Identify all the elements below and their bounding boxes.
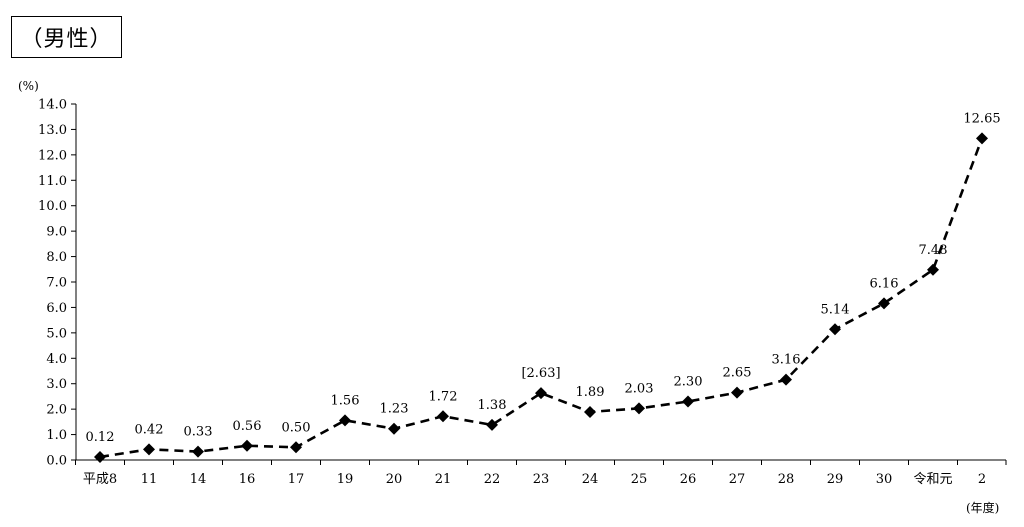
- data-value-label: 3.16: [772, 353, 801, 368]
- y-tick-label: 4.0: [46, 352, 67, 367]
- y-tick-label: 13.0: [38, 123, 67, 138]
- x-axis-unit-label: (年度): [966, 500, 999, 515]
- chart-title: （男性）: [11, 16, 122, 58]
- x-tick-label: 24: [582, 472, 599, 487]
- y-tick-label: 6.0: [46, 301, 67, 316]
- data-point-marker: [878, 297, 890, 310]
- data-value-label: 1.72: [429, 389, 458, 404]
- data-point-marker: [437, 410, 449, 423]
- data-value-label: 1.23: [380, 402, 409, 417]
- x-tick-label: 17: [288, 472, 305, 487]
- x-tick-label: 平成8: [83, 472, 117, 487]
- x-tick-label: 19: [337, 472, 354, 487]
- y-tick-label: 9.0: [46, 225, 67, 240]
- data-point-marker: [682, 395, 694, 408]
- y-tick-label: 3.0: [46, 377, 67, 392]
- data-value-label: 0.56: [233, 419, 262, 434]
- y-tick-label: 12.0: [38, 148, 67, 163]
- y-tick-label: 0.0: [46, 454, 67, 469]
- data-value-label: 5.14: [821, 302, 850, 317]
- data-point-marker: [143, 443, 155, 456]
- x-tick-label: 16: [239, 472, 256, 487]
- x-tick-label: 20: [386, 472, 403, 487]
- series-line-group: [99, 137, 984, 459]
- y-tick-label: 8.0: [46, 250, 67, 265]
- data-value-label: 2.65: [723, 366, 752, 381]
- y-tick-label: 7.0: [46, 276, 67, 291]
- data-point-marker: [633, 402, 645, 415]
- y-axis-unit-label: (%): [18, 79, 39, 93]
- data-point-marker: [241, 439, 253, 452]
- data-point-marker: [927, 263, 939, 276]
- data-value-label: 2.03: [625, 381, 654, 396]
- x-tick-label: 28: [778, 472, 795, 487]
- series-line: [99, 137, 984, 459]
- y-tick-label: 2.0: [46, 403, 67, 418]
- x-tick-label: 25: [631, 472, 648, 487]
- data-value-label: 2.30: [674, 375, 703, 390]
- data-point-marker: [388, 422, 400, 435]
- data-point-marker: [339, 414, 351, 427]
- y-tick-label: 10.0: [38, 199, 67, 214]
- data-value-label: 0.33: [184, 425, 213, 440]
- data-point-marker: [535, 387, 547, 400]
- data-value-label: 7.48: [919, 243, 948, 258]
- data-value-label: 1.56: [331, 393, 360, 408]
- data-value-label: [2.63]: [521, 366, 560, 381]
- data-value-label: 12.65: [963, 111, 1000, 126]
- x-tick-label: 27: [729, 472, 746, 487]
- data-point-marker: [94, 450, 106, 463]
- data-point-marker: [829, 323, 841, 336]
- data-value-label: 6.16: [870, 276, 899, 291]
- x-tick-label: 29: [827, 472, 844, 487]
- data-point-marker: [584, 405, 596, 418]
- data-point-marker: [731, 386, 743, 399]
- data-point-marker: [780, 373, 792, 386]
- data-labels: 0.12 0.42 0.33 0.56 0.50 1.56 1.23 1.72 1.38 [2.6…: [86, 111, 1001, 445]
- x-tick-label: 令和元: [913, 472, 952, 487]
- data-point-marker: [290, 441, 302, 454]
- data-value-label: 0.50: [282, 420, 311, 435]
- x-tick-label: 14: [190, 472, 207, 487]
- data-value-label: 1.38: [478, 398, 507, 413]
- x-tick-label: 26: [680, 472, 697, 487]
- x-tick-label: 11: [141, 472, 158, 487]
- data-value-label: 1.89: [576, 385, 605, 400]
- y-tick-label: 11.0: [38, 174, 67, 189]
- y-tick-label: 5.0: [46, 326, 67, 341]
- x-tick-label: 21: [435, 472, 452, 487]
- x-axis-ticks: 平成8 11 14 16 17 19 20 21 22 23 24 25 26 27 28 29 30 令和元 2: [75, 460, 1007, 487]
- axes: [75, 104, 1006, 461]
- y-tick-label: 14.0: [38, 98, 67, 113]
- data-value-label: 0.12: [86, 430, 115, 445]
- y-axis-ticks: 0.0 1.0 2.0 3.0 4.0 5.0 6.0 7.0 8.0 9.0 10.0 11.0 12…: [38, 98, 76, 469]
- x-tick-label: 23: [533, 472, 550, 487]
- y-tick-label: 1.0: [46, 428, 67, 443]
- data-value-label: 0.42: [135, 422, 164, 437]
- data-point-marker: [976, 132, 988, 145]
- data-point-marker: [192, 445, 204, 458]
- x-tick-label: 22: [484, 472, 501, 487]
- data-point-marker: [486, 418, 498, 431]
- x-tick-label: 30: [876, 472, 893, 487]
- x-tick-label: 2: [978, 472, 986, 487]
- data-markers: [94, 132, 988, 463]
